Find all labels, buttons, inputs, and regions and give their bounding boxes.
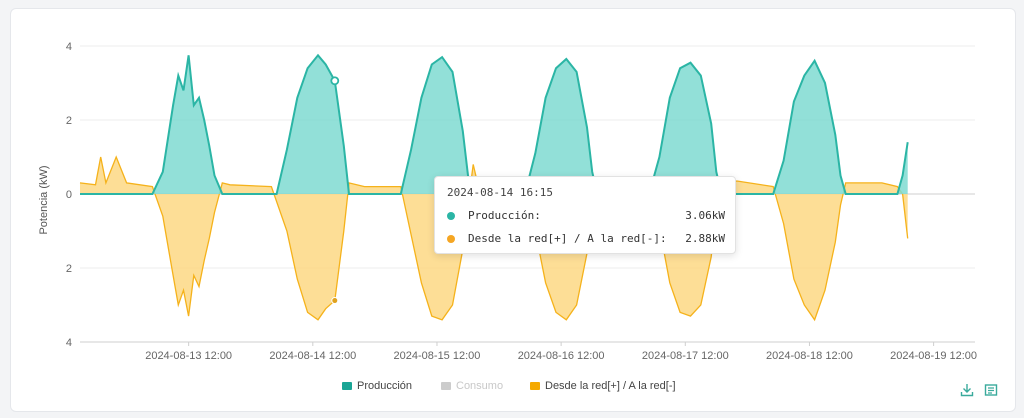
legend-label: Producción [357,380,413,392]
hover-marker-red [331,297,339,305]
x-tick-label: 2024-08-18 12:00 [766,350,853,362]
tooltip-value: 2.88kW [685,232,725,245]
tooltip-dot-red [447,235,455,243]
y-tick-label: 0 [66,189,72,201]
data-view-icon[interactable] [984,383,998,397]
y-tick-label: 2 [66,115,72,127]
series-area [80,55,908,194]
tooltip-dot-produccion [447,212,455,220]
download-icon[interactable] [960,383,974,397]
y-tick-label: 4 [66,337,72,349]
tooltip-title: 2024-08-14 16:15 [447,186,553,199]
hover-marker-produccion [330,76,340,86]
y-tick-label: 4 [66,41,72,53]
tooltip-name: Producción: [468,209,541,222]
y-tick-labels: 4 2 0 2 4 [66,41,72,349]
legend: Producción Consumo Desde la red[+] / A l… [0,378,1024,396]
tooltip-row-red: Desde la red[+] / A la red[-]: 2.88kW [447,232,725,248]
hover-markers [330,76,340,305]
legend-label: Consumo [456,380,504,392]
x-tick-label: 2024-08-15 12:00 [394,350,481,362]
x-tick-label: 2024-08-13 12:00 [145,350,232,362]
legend-swatch [342,382,352,390]
legend-label: Desde la red[+] / A la red[-] [545,380,676,392]
tooltip-value: 3.06kW [685,209,725,222]
x-tick-label: 2024-08-17 12:00 [642,350,729,362]
tooltip: 2024-08-14 16:15 Producción: 3.06kW Desd… [434,176,736,254]
legend-swatch [530,382,540,390]
x-tick-label: 2024-08-14 12:00 [269,350,356,362]
y-tick-label: 2 [66,263,72,275]
x-tick-labels: 2024-08-13 12:00 2024-08-14 12:00 2024-08-… [145,350,977,362]
x-tick-label: 2024-08-19 12:00 [890,350,977,362]
tooltip-name: Desde la red[+] / A la red[-]: [468,232,667,245]
tooltip-row-produccion: Producción: 3.06kW [447,209,725,225]
x-tick-label: 2024-08-16 12:00 [518,350,605,362]
legend-swatch [441,382,451,390]
